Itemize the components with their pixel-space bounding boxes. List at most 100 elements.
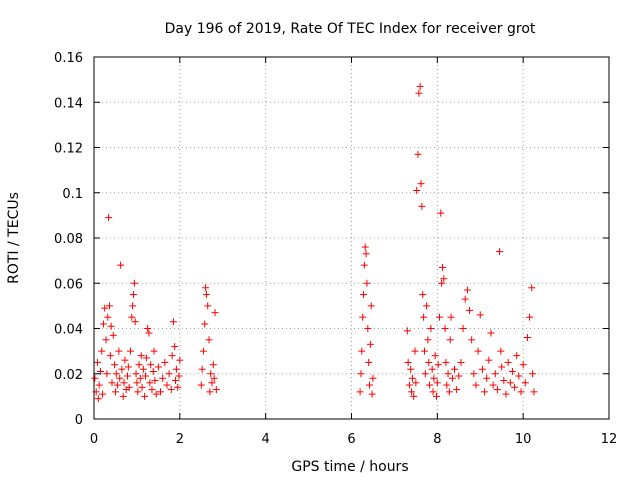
data-point — [175, 372, 183, 380]
data-point — [430, 374, 438, 382]
data-point — [476, 311, 484, 319]
data-point — [138, 383, 146, 391]
data-point — [364, 325, 372, 332]
data-point — [107, 322, 115, 330]
data-point — [129, 291, 137, 299]
data-point — [447, 313, 455, 321]
data-point — [171, 343, 179, 351]
data-point — [123, 372, 131, 380]
data-point — [103, 370, 111, 378]
data-point — [142, 372, 149, 380]
data-point — [172, 377, 180, 385]
data-point — [405, 381, 413, 389]
data-point — [429, 388, 437, 396]
data-point — [129, 302, 137, 310]
data-point — [147, 361, 155, 369]
data-point — [521, 379, 529, 387]
data-point — [407, 365, 415, 373]
y-tick-label: 0.06 — [54, 277, 83, 292]
data-point — [93, 358, 101, 366]
data-point — [144, 325, 152, 332]
data-point — [105, 214, 113, 222]
data-point — [121, 356, 129, 364]
data-point — [114, 381, 122, 389]
data-point — [152, 390, 160, 398]
data-point — [445, 388, 453, 396]
data-point — [168, 352, 176, 360]
data-point — [361, 243, 369, 251]
data-point — [205, 336, 213, 344]
data-point — [506, 379, 514, 387]
data-point — [119, 392, 127, 400]
data-point — [118, 365, 126, 373]
data-point — [209, 361, 217, 369]
x-tick-label: 12 — [601, 432, 618, 447]
data-point — [442, 358, 450, 366]
data-point — [470, 370, 478, 378]
data-point — [478, 365, 486, 373]
data-point — [94, 395, 102, 403]
data-point — [174, 383, 182, 391]
data-point — [96, 367, 104, 375]
data-point — [359, 313, 367, 321]
data-point — [101, 304, 109, 312]
data-point — [453, 386, 461, 394]
data-point — [363, 279, 371, 287]
data-point — [519, 361, 527, 369]
data-point — [466, 306, 474, 314]
data-point — [202, 284, 210, 292]
data-point — [148, 386, 156, 394]
data-point — [133, 379, 141, 387]
data-point — [427, 325, 435, 332]
data-point — [417, 180, 425, 188]
data-point — [529, 370, 537, 378]
data-point — [489, 381, 497, 389]
x-tick-label: 6 — [347, 432, 355, 447]
data-point — [145, 329, 153, 337]
data-point — [474, 347, 482, 355]
data-point — [420, 313, 428, 321]
data-point — [206, 388, 214, 396]
data-point — [124, 363, 132, 371]
data-point — [211, 309, 219, 317]
data-point — [368, 390, 376, 398]
data-point — [455, 372, 463, 380]
data-point — [167, 386, 175, 394]
data-point — [421, 370, 429, 378]
data-point — [425, 358, 433, 366]
data-point — [526, 313, 534, 321]
data-point — [502, 390, 510, 398]
data-point — [207, 370, 215, 378]
data-point — [408, 374, 416, 382]
data-point — [150, 347, 158, 355]
data-point — [472, 381, 480, 389]
data-point — [91, 374, 99, 382]
data-point — [441, 325, 449, 332]
data-point — [169, 318, 177, 326]
chart-title: Day 196 of 2019, Rate Of TEC Index for r… — [165, 21, 536, 37]
data-point — [420, 347, 428, 355]
data-point — [493, 386, 501, 394]
data-point — [161, 358, 169, 366]
data-point — [136, 374, 144, 382]
data-point — [154, 363, 162, 371]
data-point — [485, 356, 493, 364]
axis-ticks — [93, 56, 610, 420]
y-tick-label: 0.1 — [62, 187, 83, 202]
data-point — [415, 89, 423, 97]
data-point — [513, 352, 521, 360]
data-point — [497, 347, 505, 355]
data-point — [210, 374, 218, 382]
data-point — [504, 358, 512, 366]
data-point — [172, 365, 180, 373]
data-point — [437, 209, 445, 217]
data-point — [108, 379, 116, 387]
data-point — [438, 263, 446, 271]
data-point — [424, 336, 432, 344]
x-tick-label: 2 — [176, 432, 184, 447]
data-point — [111, 388, 119, 396]
data-point — [159, 374, 167, 382]
x-tick-label: 4 — [262, 432, 270, 447]
data-point — [163, 381, 171, 389]
data-point — [109, 331, 117, 339]
